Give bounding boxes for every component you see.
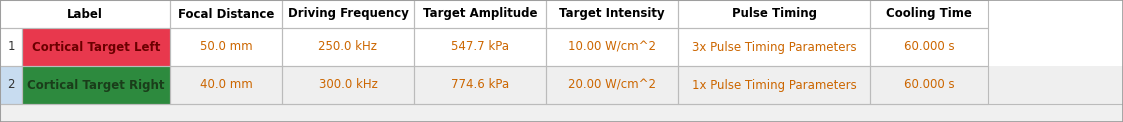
Text: Target Intensity: Target Intensity — [559, 7, 665, 20]
Bar — [870, 28, 988, 66]
Bar — [170, 66, 282, 104]
Bar — [0, 0, 170, 28]
Text: 1: 1 — [7, 41, 15, 54]
Bar — [414, 28, 546, 66]
Bar — [678, 28, 870, 66]
Bar — [0, 28, 1123, 66]
Text: 3x Pulse Timing Parameters: 3x Pulse Timing Parameters — [692, 41, 857, 54]
Bar — [282, 66, 414, 104]
Bar — [22, 28, 170, 66]
Bar — [0, 28, 22, 66]
Bar — [170, 28, 282, 66]
Text: 60.000 s: 60.000 s — [904, 78, 955, 92]
Bar — [546, 0, 678, 28]
Text: Pulse Timing: Pulse Timing — [731, 7, 816, 20]
Bar — [282, 28, 414, 66]
Text: 60.000 s: 60.000 s — [904, 41, 955, 54]
Bar — [414, 0, 546, 28]
Text: 547.7 kPa: 547.7 kPa — [451, 41, 509, 54]
Bar — [22, 28, 170, 66]
Text: 1x Pulse Timing Parameters: 1x Pulse Timing Parameters — [692, 78, 857, 92]
Text: Focal Distance: Focal Distance — [177, 7, 274, 20]
Bar — [546, 66, 678, 104]
Bar — [0, 66, 22, 104]
Bar — [0, 0, 1123, 28]
Text: 250.0 kHz: 250.0 kHz — [319, 41, 377, 54]
Bar — [546, 28, 678, 66]
Bar — [282, 0, 414, 28]
Text: Cooling Time: Cooling Time — [886, 7, 971, 20]
Text: 300.0 kHz: 300.0 kHz — [319, 78, 377, 92]
Text: 50.0 mm: 50.0 mm — [200, 41, 253, 54]
Bar — [170, 0, 282, 28]
Text: 2: 2 — [7, 78, 15, 92]
Bar — [22, 66, 170, 104]
Text: 40.0 mm: 40.0 mm — [200, 78, 253, 92]
Bar — [0, 104, 1123, 122]
Text: 774.6 kPa: 774.6 kPa — [451, 78, 509, 92]
Bar — [678, 0, 870, 28]
Bar — [414, 66, 546, 104]
Bar — [0, 66, 1123, 104]
Bar — [678, 66, 870, 104]
Text: Driving Frequency: Driving Frequency — [287, 7, 409, 20]
Text: Cortical Target Left: Cortical Target Left — [31, 41, 161, 54]
Text: 20.00 W/cm^2: 20.00 W/cm^2 — [568, 78, 656, 92]
Text: Cortical Target Right: Cortical Target Right — [27, 78, 165, 92]
Bar — [870, 66, 988, 104]
Bar — [0, 66, 22, 104]
Text: Label: Label — [67, 7, 103, 20]
Bar — [22, 66, 170, 104]
Text: Target Amplitude: Target Amplitude — [422, 7, 537, 20]
Bar — [0, 104, 1123, 122]
Text: 10.00 W/cm^2: 10.00 W/cm^2 — [568, 41, 656, 54]
Bar — [870, 0, 988, 28]
Bar — [0, 28, 22, 66]
